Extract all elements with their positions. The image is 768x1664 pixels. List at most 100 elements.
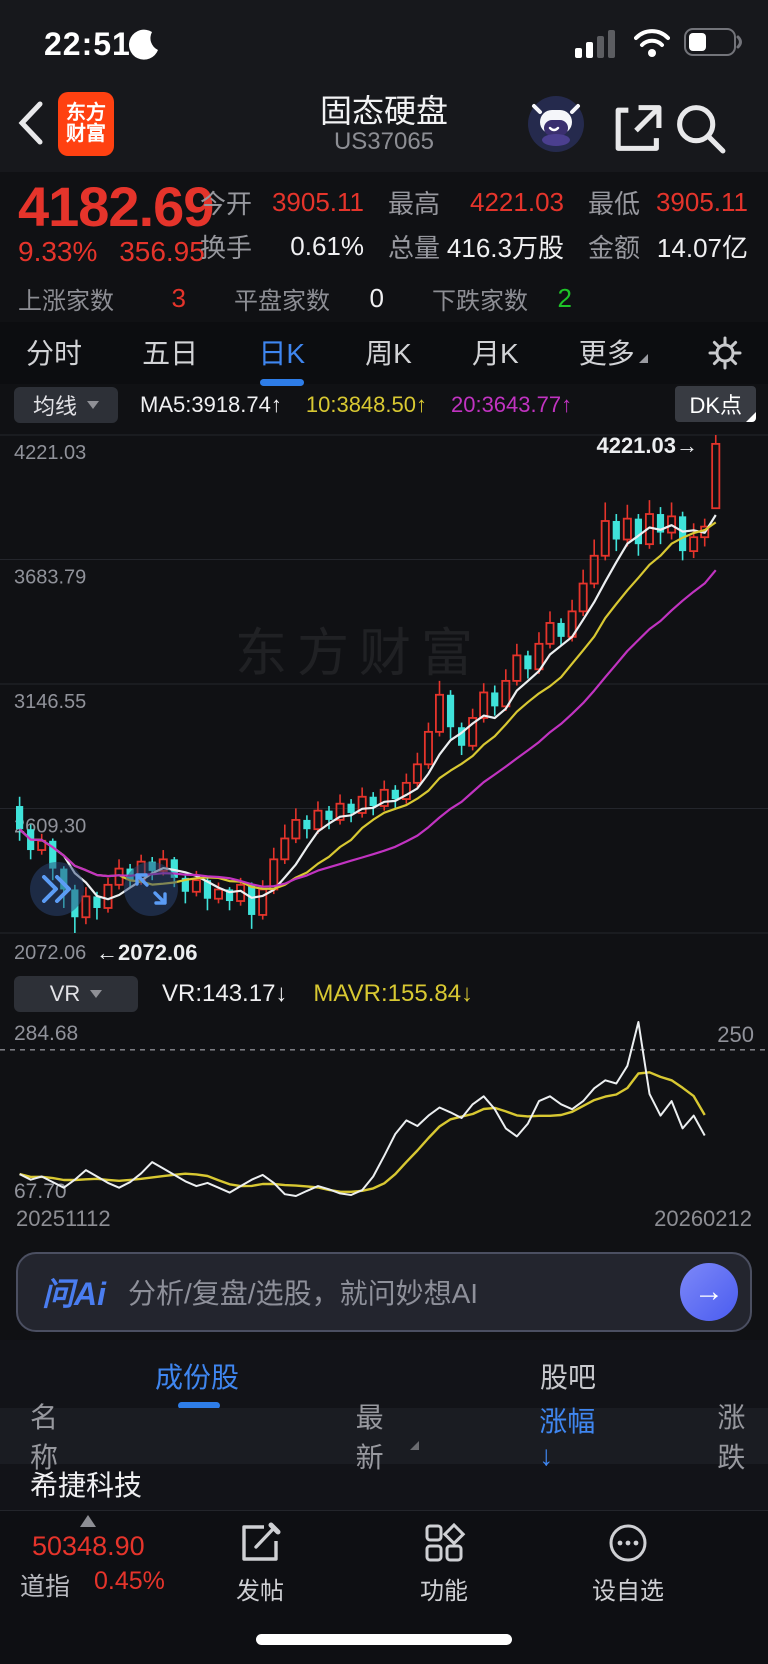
back-button[interactable] — [16, 100, 46, 146]
ask-ai-logo: 问Ai — [42, 1276, 107, 1312]
active-tab-underline — [178, 1402, 220, 1409]
stat-value: 4221.03 — [470, 186, 564, 217]
count-value: 2 — [557, 282, 572, 313]
change-percent: 9.33% — [18, 236, 98, 267]
quote-stats: 今开 3905.11 最高 4221.03 最低 3905.11 换手 0.61% 总量… — [200, 180, 748, 268]
column-name[interactable]: 名称 — [30, 1402, 59, 1473]
cellular-icon — [575, 30, 615, 58]
svg-text:3146.55: 3146.55 — [14, 691, 86, 713]
stock-name: 希捷科技 — [30, 1470, 143, 1501]
svg-text:284.68: 284.68 — [14, 1022, 78, 1045]
stat-value: 3905.11 — [655, 186, 748, 217]
logo-line2: 财富 — [66, 123, 106, 145]
ma-dropdown[interactable]: 均线 — [14, 387, 118, 423]
battery-icon — [684, 28, 742, 56]
index-name[interactable]: 道指 — [20, 1573, 71, 1601]
chevron-down-icon — [90, 990, 103, 998]
ai-input-placeholder[interactable]: 分析/复盘/选股，就问妙想AI — [128, 1278, 479, 1309]
svg-text:4221.03: 4221.03 — [14, 442, 86, 464]
svg-text:250: 250 — [717, 1022, 754, 1047]
ma5-value: MA5:3918.74↑ — [140, 392, 282, 417]
nav-functions-button[interactable]: 功能 — [384, 1521, 504, 1606]
status-bar: 22:51 — [0, 0, 768, 78]
mavr-value: MAVR:155.84↓ — [313, 980, 474, 1007]
index-value[interactable]: 50348.90 — [32, 1531, 145, 1561]
index-expand-triangle-icon[interactable] — [80, 1515, 96, 1527]
stat-label: 总量 — [388, 232, 441, 263]
tab-minute[interactable]: 分时 — [26, 338, 83, 369]
axis-end-date: 20260212 — [654, 1206, 752, 1231]
ma20-value: 20:3643.77↑ — [450, 392, 573, 417]
ellipsis-circle-icon — [609, 1524, 647, 1562]
vr-dropdown[interactable]: VR — [14, 976, 138, 1012]
svg-text:东方财富: 东方财富 — [235, 625, 483, 683]
column-change-percent-sorted[interactable]: 涨幅↓ — [539, 1406, 596, 1471]
home-indicator[interactable] — [256, 1634, 512, 1645]
nav-post-button[interactable]: 发帖 — [200, 1521, 320, 1606]
count-label: 上涨家数 — [18, 287, 114, 315]
index-percent[interactable]: 0.45% — [94, 1567, 165, 1595]
table-header: 名称 最新 涨幅↓ 涨跌 — [0, 1402, 768, 1473]
tab-monthly-k[interactable]: 月K — [471, 338, 519, 369]
dropdown-corner-icon — [746, 412, 756, 422]
grid-apps-icon — [425, 1522, 466, 1562]
last-price: 4182.69 — [18, 175, 214, 238]
wifi-icon — [634, 29, 670, 57]
vr-line-chart[interactable]: 250 284.68 67.70 — [0, 1014, 768, 1204]
price-change: 9.33% 356.95 — [18, 236, 205, 268]
search-icon[interactable] — [672, 100, 728, 156]
ai-assistant-icon[interactable] — [528, 96, 584, 152]
header: 东方 财富 固态硬盘 US37065 — [0, 78, 768, 172]
change-absolute: 356.95 — [119, 236, 205, 267]
count-label: 下跌家数 — [432, 287, 528, 315]
ai-send-button[interactable]: → — [680, 1263, 738, 1321]
tab-daily-k[interactable]: 日K — [258, 332, 305, 374]
dk-point-button[interactable]: DK点 — [675, 386, 756, 422]
tab-constituents[interactable]: 成份股 — [155, 1362, 240, 1393]
stat-label: 今开 — [200, 188, 253, 219]
arrow-right-icon: → — [694, 1275, 724, 1308]
fast-forward-button[interactable] — [30, 862, 84, 916]
share-icon[interactable] — [608, 100, 664, 156]
tab-weekly-k[interactable]: 周K — [365, 338, 412, 369]
svg-text:←2072.06: ←2072.06 — [96, 940, 198, 965]
chart-settings-gear-icon[interactable] — [708, 336, 742, 370]
moon-icon — [128, 29, 158, 60]
tab-more[interactable]: 更多 — [579, 332, 648, 374]
eastmoney-logo: 东方 财富 — [58, 92, 114, 156]
stat-label: 最低 — [588, 188, 641, 219]
dropdown-corner-icon — [638, 354, 648, 363]
clock: 22:51 — [44, 26, 131, 62]
nav-add-watchlist-button[interactable]: 设自选 — [568, 1521, 688, 1606]
fullscreen-expand-button[interactable] — [124, 862, 178, 916]
stat-label: 最高 — [388, 188, 441, 219]
compose-icon — [242, 1522, 281, 1561]
vr-value: VR:143.17↓ — [162, 980, 288, 1007]
ma10-value: 10:3848.50↑ — [305, 392, 427, 417]
svg-text:4221.03→: 4221.03→ — [596, 433, 698, 458]
svg-text:2072.06: 2072.06 — [14, 942, 86, 964]
tab-five-day[interactable]: 五日 — [142, 338, 199, 369]
x-axis: 20251112 20260212 — [0, 1206, 768, 1240]
stat-label: 换手 — [200, 232, 253, 263]
page-title: 固态硬盘 — [319, 93, 448, 129]
quote-panel: 4182.69 9.33% 356.95 今开 3905.11 最高 4221.03… — [0, 172, 768, 276]
column-latest[interactable]: 最新 — [355, 1402, 384, 1473]
ticker-code: US37065 — [333, 128, 435, 155]
table-row-partial[interactable]: 希捷科技 — [30, 1464, 142, 1510]
column-change-amount[interactable]: 涨跌 — [717, 1402, 746, 1473]
sort-corner-icon — [410, 1440, 420, 1450]
stat-label: 金额 — [588, 232, 641, 263]
advance-decline-row: 上涨家数 3 平盘家数 0 下跌家数 2 — [18, 276, 750, 320]
axis-start-date: 20251112 — [16, 1206, 111, 1231]
svg-text:67.70: 67.70 — [14, 1180, 67, 1203]
tab-stock-forum[interactable]: 股吧 — [540, 1362, 597, 1393]
period-tab-bar: 分时 五日 日K 周K 月K 更多 — [0, 322, 768, 384]
ask-ai-bar[interactable]: 问Ai 分析/复盘/选股，就问妙想AI → — [16, 1252, 752, 1332]
svg-text:3683.79: 3683.79 — [14, 566, 86, 588]
stat-value: 14.07亿 — [656, 232, 748, 263]
ma-indicator-row: 均线 MA5:3918.74↑ 10:3848.50↑ 20:3643.77↑ … — [0, 386, 768, 424]
vr-indicator-row: VR VR:143.17↓ MAVR:155.84↓ — [0, 974, 768, 1014]
